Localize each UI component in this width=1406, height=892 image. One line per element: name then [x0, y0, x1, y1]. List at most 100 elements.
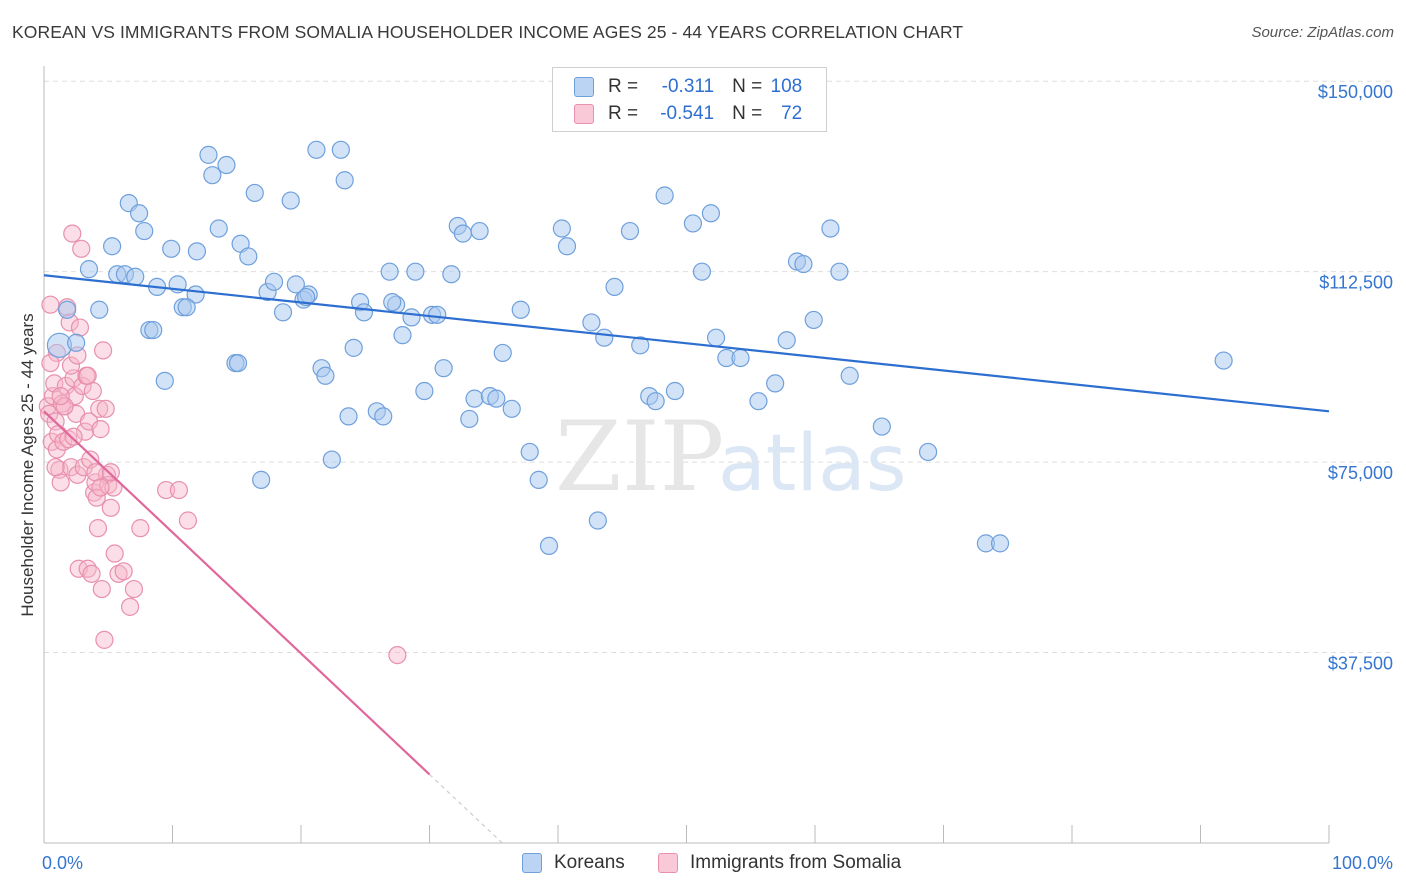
somalia-trend-line — [43, 410, 431, 776]
somalia-point — [51, 473, 70, 492]
somalia-point — [96, 399, 115, 418]
koreans-point — [706, 328, 726, 347]
koreans-point — [493, 343, 512, 363]
koreans-point — [331, 140, 350, 159]
koreans-point — [511, 300, 530, 319]
koreans-point — [393, 326, 412, 345]
somalia-point — [47, 440, 66, 459]
y-tick-label: $37,500 — [1328, 654, 1393, 674]
koreans-point — [749, 392, 768, 411]
somalia-point — [51, 386, 70, 406]
koreans-point — [264, 272, 284, 291]
koreans-point — [380, 262, 399, 281]
axes — [43, 66, 1330, 844]
koreans-point — [155, 371, 174, 390]
somalia-point — [178, 511, 198, 530]
koreans-point — [228, 353, 248, 373]
somalia-point — [94, 341, 113, 360]
somalia-point — [388, 645, 407, 665]
somalia-point — [68, 465, 87, 484]
somalia-point — [101, 498, 120, 517]
somalia-point — [124, 579, 144, 599]
koreans-point — [199, 145, 218, 164]
somalia-point — [55, 397, 74, 416]
koreans-point — [918, 442, 938, 462]
koreans-point — [766, 374, 785, 393]
koreans-point — [872, 417, 891, 436]
somalia-point — [72, 239, 91, 258]
koreans-point — [539, 536, 559, 556]
koreans-point — [374, 407, 393, 426]
gridlines — [44, 80, 1393, 654]
y-tick-label: $112,500 — [1319, 273, 1393, 293]
legend-item-somalia: Immigrants from Somalia — [658, 852, 901, 874]
koreans-point — [273, 303, 293, 322]
y-tick-label: $150,000 — [1318, 82, 1393, 102]
x-tick-label: 100.0% — [1332, 853, 1393, 873]
somalia-points — [38, 224, 407, 665]
series-legend: Koreans Immigrants from Somalia — [0, 852, 1406, 878]
koreans-point — [281, 191, 300, 210]
legend-label-somalia: Immigrants from Somalia — [690, 852, 902, 873]
koreans-point — [990, 534, 1010, 553]
koreans-point — [307, 140, 326, 159]
koreans-point — [595, 328, 614, 347]
koreans-point — [470, 221, 489, 241]
koreans-point — [683, 214, 703, 233]
watermark: ZIP atlas — [555, 401, 907, 513]
somalia-point — [73, 376, 92, 396]
somalia-point — [41, 295, 60, 314]
koreans-point — [620, 221, 640, 241]
koreans-point — [655, 186, 674, 205]
koreans-legend-swatch — [522, 853, 542, 873]
koreans-point — [203, 166, 222, 185]
koreans-point — [1214, 351, 1233, 370]
koreans-point — [79, 260, 99, 279]
chart-title: KOREAN VS IMMIGRANTS FROM SOMALIA HOUSEH… — [12, 22, 964, 42]
somalia-trend-extension — [429, 774, 503, 844]
koreans-point — [90, 300, 109, 319]
somalia-point — [46, 458, 65, 477]
legend-label-koreans: Koreans — [554, 852, 625, 873]
n-value-somalia: 72 — [781, 103, 803, 124]
koreans-point — [354, 303, 374, 322]
somalia-legend-swatch — [658, 853, 678, 873]
r-label: R = — [608, 76, 639, 97]
somalia-point — [91, 420, 110, 439]
somalia-point — [109, 564, 128, 583]
x-tick-label: 0.0% — [42, 853, 83, 873]
koreans-point — [58, 300, 77, 319]
koreans-point — [67, 333, 86, 352]
watermark-atlas: atlas — [718, 419, 907, 509]
y-axis-label: Householder Income Ages 25 - 44 years — [18, 313, 37, 616]
koreans-point — [209, 219, 228, 238]
r-value-koreans: -0.311 — [661, 76, 715, 97]
somalia-point — [59, 430, 78, 449]
somalia-point — [40, 404, 59, 423]
koreans-point — [557, 237, 577, 256]
koreans-point — [821, 219, 840, 238]
y-tick-label: $75,000 — [1328, 463, 1393, 483]
koreans-point — [415, 381, 434, 401]
koreans-point — [552, 219, 571, 238]
r-label: R = — [608, 103, 639, 124]
koreans-point — [434, 359, 453, 378]
somalia-point — [92, 579, 111, 599]
koreans-point — [187, 242, 207, 261]
somalia-point — [64, 427, 83, 446]
legend-item-koreans: Koreans — [522, 852, 625, 874]
koreans-point — [794, 254, 813, 274]
koreans-point — [144, 320, 163, 340]
koreans-point — [588, 511, 607, 530]
somalia-point — [70, 318, 90, 337]
koreans-point — [442, 265, 461, 284]
somalia-point — [169, 480, 189, 500]
somalia-point — [104, 478, 123, 497]
somalia-point — [87, 488, 106, 507]
somalia-point — [101, 463, 120, 482]
koreans-trend-line — [43, 274, 1330, 413]
koreans-point — [126, 267, 145, 286]
somalia-point — [54, 432, 73, 451]
somalia-point — [63, 224, 82, 243]
